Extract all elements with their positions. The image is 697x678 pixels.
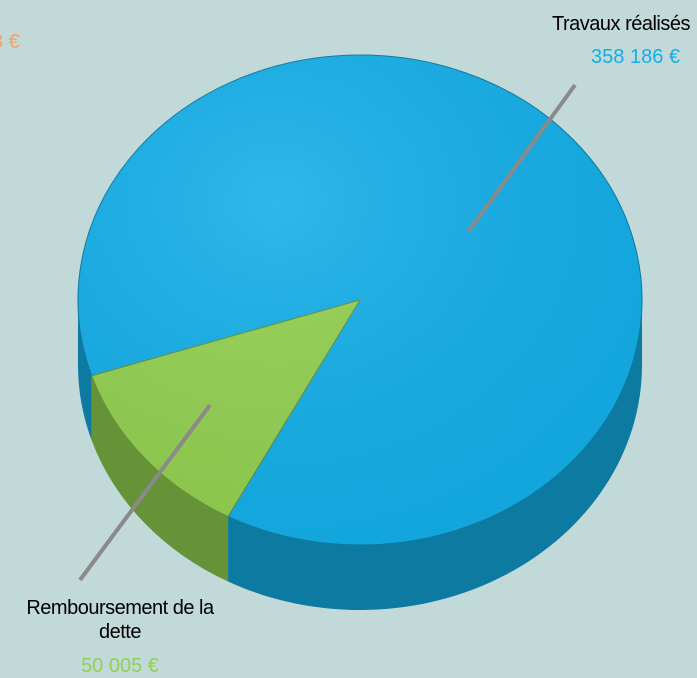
leader-line bbox=[78, 403, 212, 582]
leader-line bbox=[466, 83, 577, 234]
annotation: 3 € bbox=[0, 31, 20, 53]
slice-label: Remboursement de la dette bbox=[26, 597, 214, 643]
slice-label: Travaux réalisés bbox=[552, 13, 690, 35]
value-label: 358 186 € bbox=[591, 46, 680, 68]
value-label: 50 005 € bbox=[81, 655, 159, 677]
